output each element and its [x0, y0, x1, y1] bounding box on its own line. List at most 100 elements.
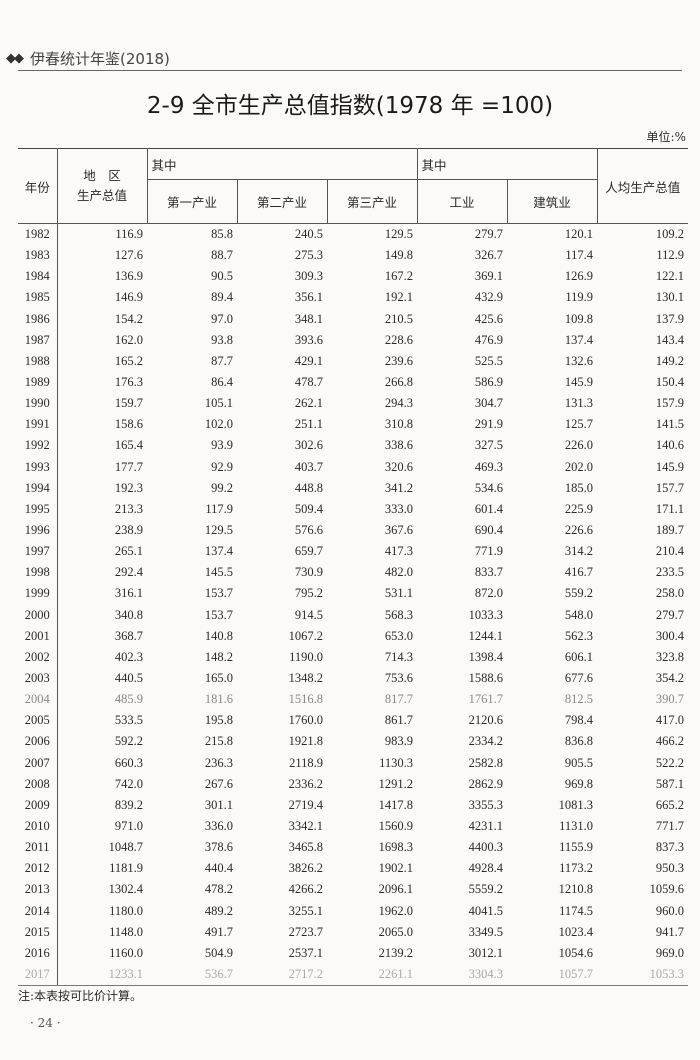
cell-industry: 601.4: [474, 501, 504, 516]
cell-industry: 304.7: [474, 396, 504, 411]
cell-primary: 478.2: [204, 882, 233, 897]
cell-per-capita: 141.5: [655, 417, 685, 432]
cell-primary: 105.1: [204, 396, 233, 411]
cell-per-capita: 140.6: [655, 438, 685, 453]
cell-primary: 153.7: [204, 607, 233, 622]
cell-construction: 1057.7: [507, 963, 598, 987]
cell-year: 1983: [18, 245, 58, 267]
cell-gdp: 292.4: [114, 565, 143, 580]
table-row: 1990 159.7 105.1 262.1 294.3 304.7 131.3 157.9: [18, 393, 688, 415]
cell-gdp: 485.9: [114, 692, 143, 707]
cell-industry: 1398.4: [468, 649, 504, 664]
cell-per-capita: 300.4: [655, 628, 685, 643]
cell-construction: 202.0: [564, 459, 594, 474]
cell-construction: 225.9: [564, 501, 594, 516]
cell-year: 1987: [18, 329, 58, 351]
footnote: 注:本表按可比价计算。: [18, 989, 143, 1003]
header-gdp: 地 区 生产总值: [56, 148, 148, 224]
cell-primary: 89.4: [211, 290, 233, 305]
cell-secondary: 403.7: [294, 459, 323, 474]
cell-industry: 4400.3: [468, 840, 504, 855]
cell-year: 2007: [18, 752, 58, 774]
cell-gdp: 839.2: [114, 797, 143, 812]
cell-tertiary: 1962.0: [378, 903, 414, 918]
cell-tertiary: 2096.1: [378, 882, 414, 897]
cell-per-capita: 390.7: [655, 692, 685, 707]
cell-tertiary: 1902.1: [378, 861, 414, 876]
cell-secondary: 1067.2: [288, 628, 323, 643]
cell-secondary: 1348.2: [288, 671, 323, 686]
cell-construction: 798.4: [564, 713, 594, 728]
table-row: 1985 146.9 89.4 356.1 192.1 432.9 119.9 130.1: [18, 287, 688, 309]
cell-year: 1997: [18, 541, 58, 563]
table-row: 1983 127.6 88.7 275.3 149.8 326.7 117.4 112.9: [18, 245, 688, 267]
cell-gdp: 213.3: [114, 501, 143, 516]
cell-secondary: 2118.9: [289, 755, 323, 770]
cell-gdp: 238.9: [114, 523, 143, 538]
cell-tertiary: 1417.8: [378, 797, 414, 812]
cell-gdp: 127.6: [114, 248, 143, 263]
cell-tertiary: 367.6: [384, 523, 414, 538]
cell-year: 2013: [18, 879, 58, 901]
cell-gdp: 1302.4: [108, 882, 143, 897]
table-row: 1982 116.9 85.8 240.5 129.5 279.7 120.1 109.2: [18, 223, 688, 246]
cell-construction: 1155.9: [559, 840, 594, 855]
cell-industry: 2862.9: [468, 776, 504, 791]
cell-secondary: 251.1: [294, 417, 323, 432]
cell-industry: 534.6: [474, 480, 504, 495]
cell-year: 2004: [18, 689, 58, 711]
cell-tertiary: 320.6: [384, 459, 414, 474]
cell-secondary: 348.1: [294, 311, 323, 326]
cell-primary: 489.2: [204, 903, 233, 918]
cell-per-capita: 665.2: [655, 797, 685, 812]
cell-secondary: 1516.8: [288, 692, 323, 707]
cell-per-capita: 354.2: [655, 671, 685, 686]
cell-tertiary: 228.6: [384, 332, 414, 347]
cell-industry: 1033.3: [468, 607, 504, 622]
cell-construction: 1081.3: [558, 797, 594, 812]
table-row: 1998 292.4 145.5 730.9 482.0 833.7 416.7 233.5: [18, 562, 688, 584]
cell-year: 1992: [18, 435, 58, 457]
cell-gdp: 316.1: [114, 586, 143, 601]
cell-year: 2006: [18, 731, 58, 753]
cell-tertiary: 531.1: [384, 586, 414, 601]
cell-per-capita: 109.2: [655, 227, 685, 242]
cell-per-capita: 417.0: [655, 713, 685, 728]
table-row: 2014 1180.0 489.2 3255.1 1962.0 4041.5 1174.5 9…: [18, 900, 688, 922]
cell-year: 1985: [18, 287, 58, 309]
cell-primary: 88.7: [211, 248, 233, 263]
cell-primary: 181.6: [204, 692, 233, 707]
cell-year: 1995: [18, 498, 58, 520]
cell-secondary: 1760.0: [288, 713, 323, 728]
cell-primary: 140.8: [204, 628, 233, 643]
table-row: 1991 158.6 102.0 251.1 310.8 291.9 125.7 141.5: [18, 414, 688, 436]
cell-year: 1990: [18, 393, 58, 415]
cell-per-capita: 137.9: [655, 311, 685, 326]
table-row: 1999 316.1 153.7 795.2 531.1 872.0 559.2 258.0: [18, 583, 688, 605]
cell-construction: 1174.5: [559, 903, 594, 918]
cell-per-capita: 587.1: [655, 776, 685, 791]
running-header-text: 伊春统计年鉴(2018): [30, 50, 170, 68]
cell-gdp: 1233.1: [57, 963, 147, 987]
table-row: 2002 402.3 148.2 1190.0 714.3 1398.4 606.1 323.…: [18, 646, 688, 668]
table-row: 2013 1302.4 478.2 4266.2 2096.1 5559.2 1210.8 1…: [18, 879, 688, 901]
cell-year: 2009: [18, 794, 58, 816]
cell-tertiary: 753.6: [384, 671, 414, 686]
cell-secondary: 1190.0: [289, 649, 323, 664]
cell-year: 2012: [18, 858, 58, 880]
cell-secondary: 262.1: [294, 396, 323, 411]
cell-construction: 905.5: [564, 755, 594, 770]
cell-secondary: 478.7: [294, 375, 323, 390]
cell-secondary: 914.5: [294, 607, 323, 622]
cell-gdp: 177.7: [114, 459, 143, 474]
cell-construction: 606.1: [564, 649, 594, 664]
cell-per-capita: 466.2: [655, 734, 685, 749]
cell-industry: 525.5: [474, 353, 504, 368]
cell-per-capita: 837.3: [655, 840, 685, 855]
page-number: · 24 ·: [30, 1016, 61, 1030]
cell-year: 2002: [18, 646, 58, 668]
table-row: 1995 213.3 117.9 509.4 333.0 601.4 225.9 171.1: [18, 498, 688, 520]
cell-year: 1996: [18, 519, 58, 542]
table-row: 1997 265.1 137.4 659.7 417.3 771.9 314.2 210.4: [18, 541, 688, 563]
cell-industry: 425.6: [474, 311, 504, 326]
